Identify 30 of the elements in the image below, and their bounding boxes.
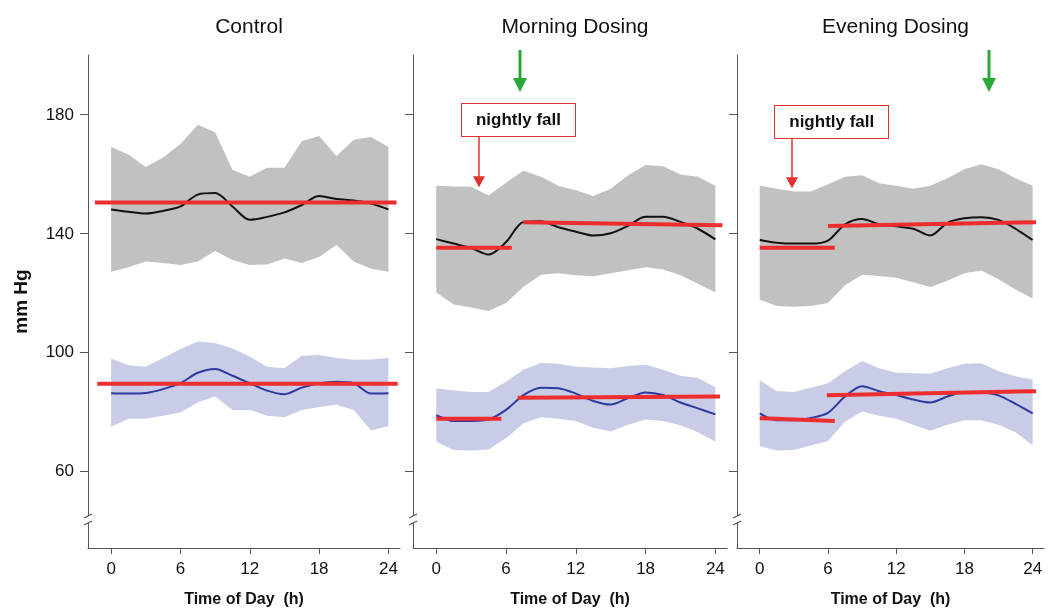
chart-title: Morning Dosing (501, 14, 649, 37)
x-tick-label: 18 (309, 559, 329, 578)
x-tick-label: 0 (106, 559, 116, 578)
y-tick-label: 140 (45, 223, 74, 243)
x-tick-label: 12 (886, 559, 906, 578)
y-tick-label: 180 (45, 104, 74, 124)
x-tick-label: 24 (705, 559, 725, 578)
y-axis-title: mm Hg (10, 269, 31, 334)
y-tick-label: 100 (45, 342, 74, 362)
x-tick-label: 24 (1023, 559, 1043, 578)
x-tick-label: 6 (175, 559, 186, 578)
chart-title: Evening Dosing (821, 14, 970, 37)
chart-title: Control (215, 14, 283, 37)
x-axis-title: Time of Day (h) (184, 589, 304, 607)
y-tick-label: 60 (55, 461, 74, 481)
x-tick-label: 18 (636, 559, 656, 578)
x-tick-label: 0 (431, 559, 441, 578)
line-series (110, 192, 390, 221)
line-series (110, 367, 390, 396)
annotation: nightly fall (460, 102, 576, 137)
x-tick-label: 6 (823, 559, 833, 578)
x-tick-label: 24 (378, 559, 398, 578)
x-tick-label: 18 (954, 559, 974, 578)
x-tick-label: 12 (566, 559, 586, 578)
x-tick-label: 0 (755, 559, 765, 578)
annotation: nightly fall (774, 104, 890, 139)
x-tick-label: 6 (501, 559, 511, 578)
x-axis-title: Time of Day (h) (510, 589, 630, 607)
x-axis-title: Time of Day (h) (830, 589, 951, 607)
x-tick-label: 12 (240, 559, 260, 578)
